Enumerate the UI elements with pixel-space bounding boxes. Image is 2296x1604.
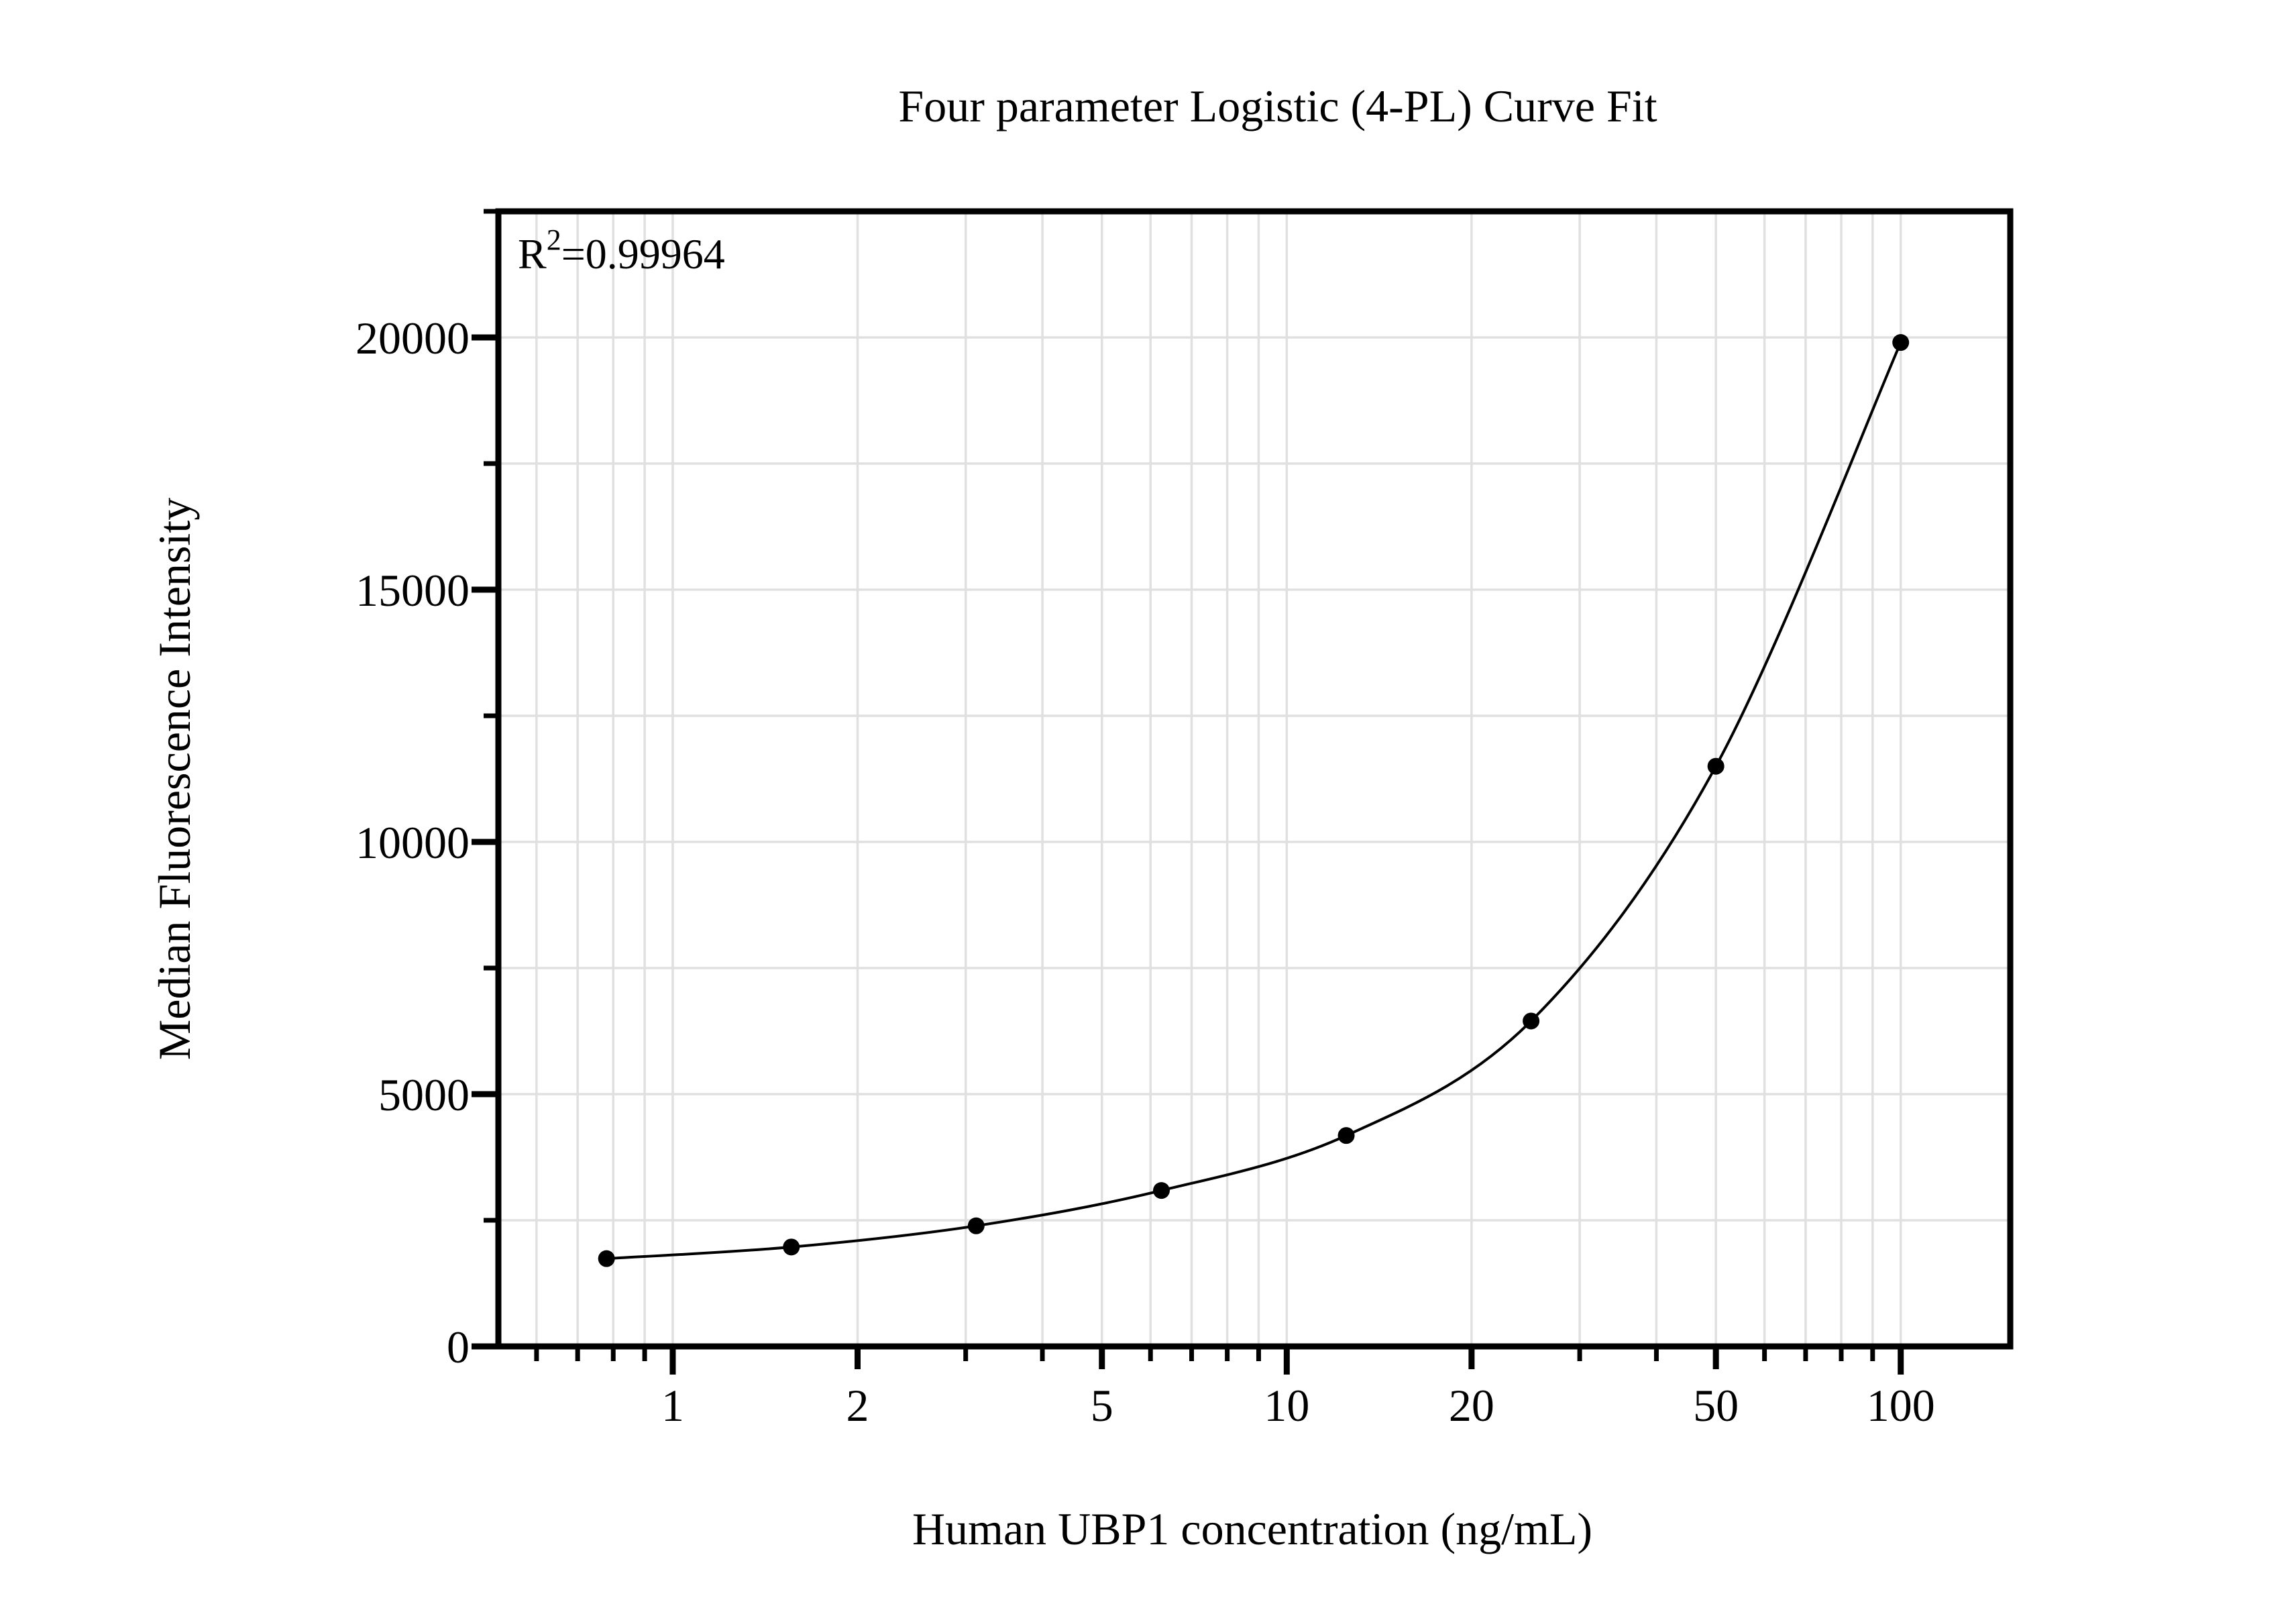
data-point bbox=[1523, 1012, 1540, 1030]
data-point bbox=[783, 1238, 800, 1256]
plot-area: 1 2 5 10 20 50 100 0 5000 10000 15000 20000 bbox=[356, 208, 2014, 1431]
frame bbox=[495, 208, 2014, 1350]
x-tick-label: 100 bbox=[1867, 1380, 1935, 1431]
data-point bbox=[1707, 757, 1725, 775]
r-squared-superscript: 2 bbox=[547, 223, 561, 256]
x-tick-label: 1 bbox=[661, 1380, 684, 1431]
chart-title: Four parameter Logistic (4-PL) Curve Fit bbox=[898, 81, 1657, 131]
r-squared-annotation: R2=0.99964 bbox=[518, 223, 725, 278]
x-tick-label: 20 bbox=[1449, 1380, 1494, 1431]
plot-border bbox=[495, 208, 2014, 1350]
y-tick-label: 10000 bbox=[356, 817, 470, 868]
data-point bbox=[1892, 334, 1910, 352]
data-point bbox=[1152, 1182, 1170, 1199]
curve bbox=[606, 341, 1902, 1261]
x-tick-label: 2 bbox=[846, 1380, 869, 1431]
r-squared-value: =0.99964 bbox=[561, 230, 725, 278]
data-point bbox=[1337, 1127, 1355, 1144]
data-points bbox=[598, 334, 1910, 1267]
y-tick-labels: 0 5000 10000 15000 20000 bbox=[356, 313, 470, 1373]
x-axis-ticks bbox=[534, 1346, 1904, 1375]
data-point bbox=[598, 1250, 615, 1267]
x-tick-labels: 1 2 5 10 20 50 100 bbox=[661, 1380, 1935, 1431]
y-tick-label: 5000 bbox=[378, 1069, 470, 1120]
x-tick-label: 50 bbox=[1693, 1380, 1739, 1431]
r-squared-base: R bbox=[518, 230, 547, 278]
x-tick-label: 10 bbox=[1264, 1380, 1309, 1431]
y-axis-title: Median Fluorescence Intensity bbox=[149, 498, 200, 1060]
x-tick-label: 5 bbox=[1091, 1380, 1113, 1431]
gridlines bbox=[498, 211, 2010, 1346]
y-axis-ticks bbox=[472, 209, 498, 1350]
x-axis-title: Human UBP1 concentration (ng/mL) bbox=[912, 1503, 1592, 1554]
fit-curve bbox=[606, 341, 1902, 1261]
data-point bbox=[967, 1217, 985, 1234]
y-tick-label: 20000 bbox=[356, 313, 470, 364]
y-tick-label: 15000 bbox=[356, 565, 470, 616]
y-tick-label: 0 bbox=[447, 1322, 470, 1373]
